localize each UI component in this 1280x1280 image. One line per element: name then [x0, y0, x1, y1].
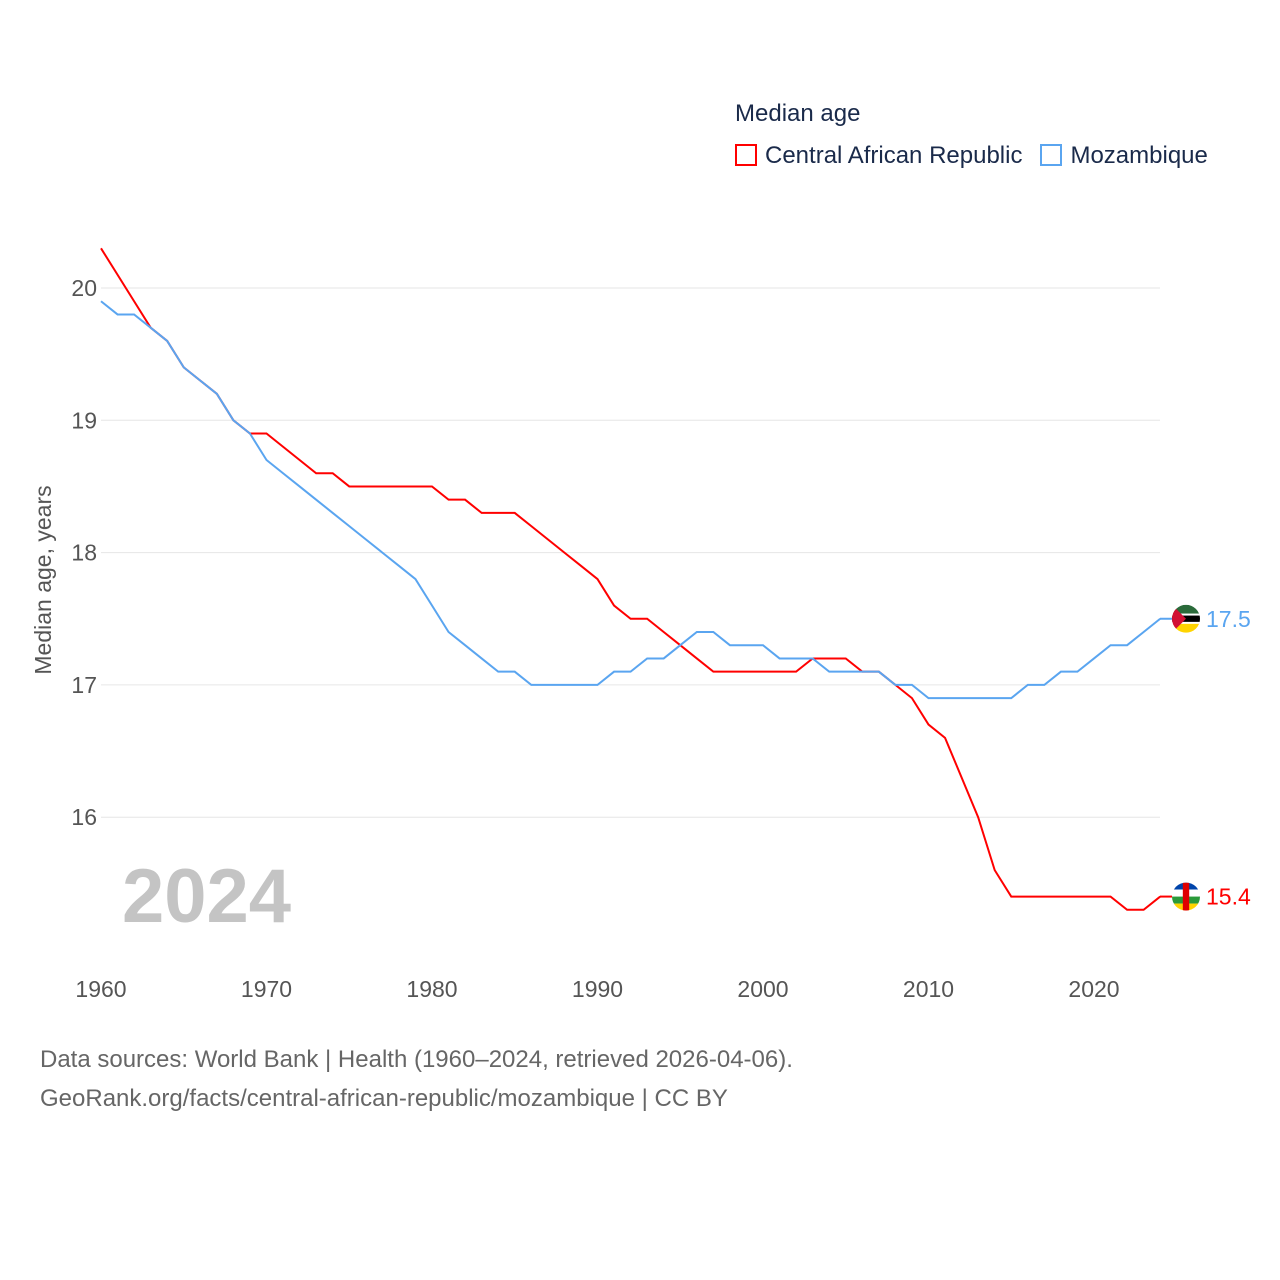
x-tick-label: 2010: [903, 976, 954, 1002]
legend-item-central-african-republic[interactable]: Central African Republic: [735, 142, 1022, 170]
legend-swatch: [1040, 144, 1063, 166]
flag-body: [1172, 604, 1200, 633]
legend-item-mozambique[interactable]: Mozambique: [1040, 142, 1208, 170]
legend-label: Central African Republic: [765, 142, 1023, 169]
source-text: Data sources: World Bank | Health (1960–…: [40, 1046, 793, 1073]
flag-stripe: [1172, 623, 1200, 633]
y-tick-label: 16: [71, 804, 97, 830]
end-value-label: 15.4: [1206, 884, 1251, 910]
series-line-mozambique: [100, 300, 1161, 700]
legend: Central African Republic Mozambique: [735, 142, 1208, 170]
x-tick-label: 1970: [241, 976, 292, 1002]
x-tick-label: 2020: [1068, 976, 1119, 1002]
flag-triangle: [1172, 604, 1186, 633]
x-tick-label: 1960: [75, 976, 126, 1002]
source-link[interactable]: GeoRank.org/facts/central-african-republ…: [40, 1085, 728, 1112]
flag-icon: [1160, 604, 1200, 633]
flag: [1172, 882, 1200, 911]
year-watermark: 2024: [122, 854, 291, 939]
y-tick-label: 19: [71, 407, 97, 433]
end-value-label: 17.5: [1206, 606, 1251, 632]
legend-title: Median age: [735, 100, 861, 127]
flag-stripe: [1172, 613, 1200, 616]
y-axis-label: Median age, years: [30, 485, 56, 674]
y-tick-label: 17: [71, 672, 97, 698]
y-tick-label: 18: [71, 540, 97, 566]
flag: [1172, 604, 1200, 633]
x-tick-label: 1980: [406, 976, 457, 1002]
flag-body: [1172, 882, 1200, 911]
legend-swatch: [735, 144, 757, 166]
flag-stripe: [1172, 621, 1200, 624]
legend-label: Mozambique: [1070, 142, 1208, 169]
x-tick-label: 2000: [737, 976, 788, 1002]
flag-icon: [1160, 882, 1200, 911]
flag-stripe: [1182, 882, 1190, 911]
flag-stripe: [1172, 604, 1200, 614]
y-tick-label: 20: [71, 275, 97, 301]
series-line-central-african-republic: [100, 247, 1161, 911]
x-tick-label: 1990: [572, 976, 623, 1002]
